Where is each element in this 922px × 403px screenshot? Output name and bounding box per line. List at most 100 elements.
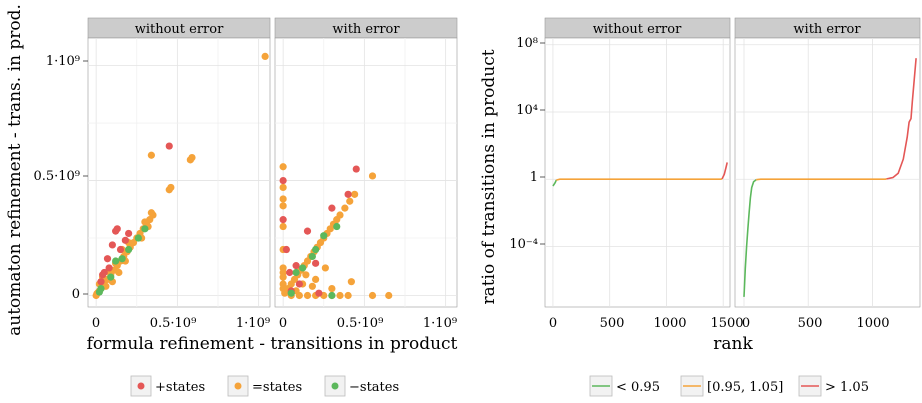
data-point: [282, 245, 290, 254]
series-line: [721, 162, 728, 180]
data-point: [295, 280, 303, 288]
data-point: [303, 227, 312, 235]
data-point: [351, 190, 359, 198]
legend-dot-equal: [234, 382, 242, 390]
data-point: [312, 259, 320, 267]
y-tick-right-2: 1: [530, 170, 538, 185]
data-point: [113, 225, 121, 233]
facet-label-left-2: with error: [332, 22, 400, 37]
legend-right: < 0.95 [0.95, 1.05] > 1.05: [589, 375, 869, 397]
data-point: [279, 222, 287, 231]
data-point: [352, 165, 360, 173]
x-tick-right1-0: 0: [549, 316, 557, 331]
data-point: [118, 255, 126, 263]
data-point: [344, 190, 352, 198]
data-point: [347, 278, 355, 286]
left-figure: without error with error 0 0.5·10⁹ 1·10⁹…: [5, 4, 458, 397]
lines-right-2: [743, 58, 917, 297]
data-point: [368, 172, 377, 180]
legend-label-low: < 0.95: [616, 380, 660, 395]
data-point: [287, 289, 295, 297]
panel-right-without-error: [544, 37, 731, 308]
data-point: [97, 278, 105, 286]
x-tick-left1-0: 0: [92, 316, 100, 331]
data-point: [333, 222, 341, 231]
data-point: [315, 289, 323, 297]
data-point: [344, 291, 352, 300]
data-point: [99, 271, 107, 279]
data-point: [125, 229, 133, 238]
data-point: [167, 183, 175, 192]
data-point: [115, 268, 123, 277]
data-point: [147, 151, 155, 159]
data-point: [141, 225, 149, 233]
data-point: [368, 291, 377, 300]
y-tick-right-3: 10⁻⁴: [509, 237, 538, 252]
data-point: [165, 142, 173, 150]
data-point: [279, 176, 287, 185]
x-tick-left1-1: 0.5·10⁹: [150, 316, 197, 331]
data-point: [302, 271, 310, 279]
right-figure: without error with error 10⁸ 10⁴ 1 10⁻⁴ …: [479, 17, 921, 397]
points-left-1: [92, 52, 269, 300]
data-point: [292, 262, 300, 270]
y-tick-right-1: 10⁴: [516, 103, 538, 118]
series-line: [886, 58, 917, 180]
data-point: [320, 232, 328, 240]
data-point: [299, 264, 307, 272]
x-tick-left2-2: 1·10⁹: [423, 316, 457, 331]
data-point: [112, 257, 120, 265]
data-point: [341, 204, 349, 212]
x-tick-left2-0: 0: [279, 316, 287, 331]
legend-label-minus: −states: [349, 380, 399, 395]
x-tick-right2-0: 0: [742, 316, 750, 331]
data-point: [292, 268, 300, 277]
data-point: [125, 245, 133, 254]
series-line: [756, 178, 887, 181]
facet-label-left-1: without error: [135, 22, 224, 37]
data-point: [328, 204, 336, 212]
data-point: [279, 202, 287, 210]
data-point: [107, 273, 115, 281]
data-point: [261, 52, 269, 60]
legend-dot-minus: [331, 382, 339, 390]
data-point: [134, 234, 142, 242]
legend-dot-plus: [137, 382, 145, 390]
data-point: [303, 291, 312, 300]
data-point: [346, 197, 354, 205]
legend-label-plus: +states: [155, 380, 205, 395]
y-tick-left-0: 0: [72, 287, 80, 302]
data-point: [108, 241, 116, 249]
data-point: [116, 245, 125, 254]
data-point: [279, 216, 287, 224]
grid-left-2: [275, 38, 457, 307]
facet-label-right-2: with error: [793, 22, 861, 37]
series-line: [552, 179, 558, 187]
data-point: [188, 153, 196, 162]
data-point: [286, 268, 294, 277]
x-tick-right1-1: 500: [600, 316, 625, 331]
data-point: [312, 245, 320, 254]
grid-left-1: [88, 38, 270, 307]
y-axis-title-left: automaton refinement - trans. in prod.: [5, 4, 25, 336]
data-point: [308, 282, 316, 290]
data-point: [312, 275, 320, 284]
data-point: [336, 211, 344, 219]
data-point: [336, 291, 344, 300]
panel-right-with-error: [734, 37, 921, 308]
data-point: [321, 264, 329, 272]
legend-label-equal: =states: [252, 380, 302, 395]
x-tick-left1-2: 1·10⁹: [236, 316, 270, 331]
y-axis-title-right: ratio of transitions in product: [479, 49, 499, 304]
y-tick-left-2: 1·10⁹: [46, 54, 80, 69]
points-left-2: [279, 163, 393, 300]
x-tick-right1-2: 1000: [653, 316, 686, 331]
series-line: [743, 179, 757, 297]
data-point: [328, 285, 336, 293]
facet-label-right-1: without error: [593, 22, 682, 37]
data-point: [95, 288, 103, 296]
x-tick-right2-1: 500: [798, 316, 823, 331]
data-point: [279, 273, 287, 281]
series-line: [556, 178, 723, 181]
x-tick-right1-3: 1500: [710, 316, 743, 331]
